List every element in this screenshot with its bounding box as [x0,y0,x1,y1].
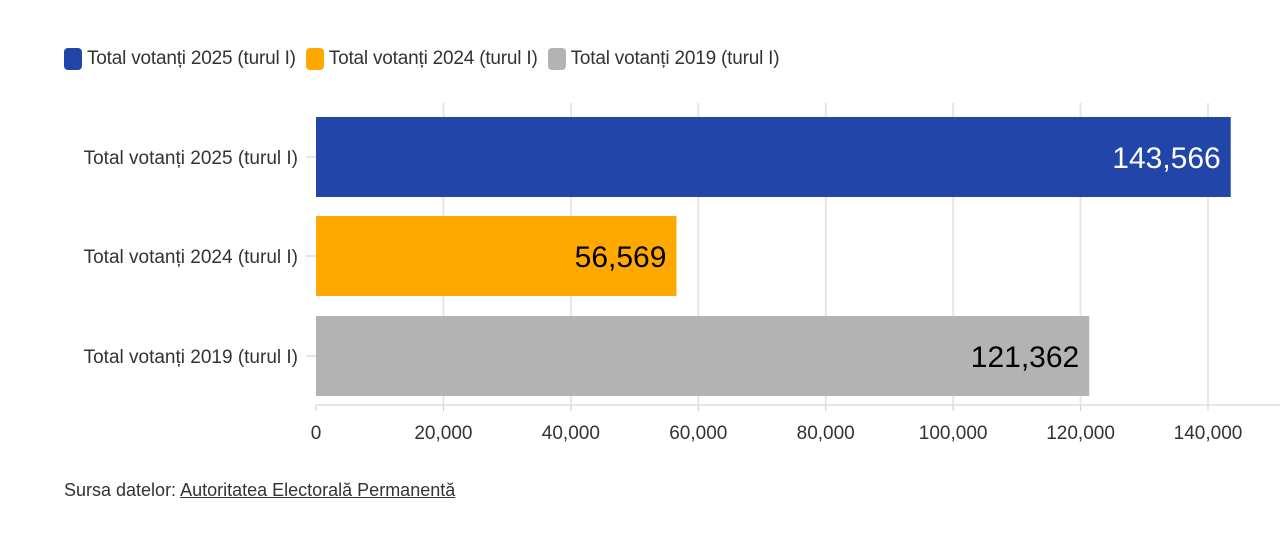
x-tick-label-4: 80,000 [797,423,855,444]
value-label-1: 56,569 [575,241,667,274]
category-label-0: Total votanți 2025 (turul I) [84,148,298,169]
legend-swatch-2024 [305,48,324,70]
x-tick-label-1: 20,000 [414,423,472,444]
bar-2 [316,316,1090,396]
x-tick-label-6: 120,000 [1046,423,1115,444]
legend-label-2024: Total votanți 2024 (turul I) [328,48,538,69]
legend-label-2019: Total votanți 2019 (turul I) [570,48,780,69]
category-label-1: Total votanți 2024 (turul I) [84,247,298,268]
bar-chart: 0 20,000 40,000 60,000 80,000 100,000 120,000 1… [84,103,1280,444]
legend-swatch-2019 [547,48,566,70]
value-label-0: 143,566 [1112,142,1220,175]
legend-item-2025: Total votanți 2025 (turul I) [64,48,296,70]
category-label-2: Total votanți 2019 (turul I) [84,347,298,368]
source-prefix: Sursa datelor: [64,480,181,500]
legend-item-2019: Total votanți 2019 (turul I) [547,48,780,70]
x-tick-label-7: 140,000 [1174,423,1243,444]
x-tick-label-3: 60,000 [669,423,727,444]
legend-label-2025: Total votanți 2025 (turul I) [87,48,296,69]
x-tick-label-2: 40,000 [542,423,600,444]
legend-swatch-2025 [64,48,82,70]
legend-item-2024: Total votanți 2024 (turul I) [305,48,538,70]
value-label-2: 121,362 [971,341,1079,374]
x-tick-label-5: 100,000 [919,423,988,444]
bar-1 [316,216,677,296]
chart-legend: Total votanți 2025 (turul I) Total votan… [64,44,789,74]
source-note: Sursa datelor: Autoritatea Electorală Pe… [64,480,455,501]
bar-0 [316,117,1231,197]
x-tick-label-0: 0 [311,423,322,444]
source-link[interactable]: Autoritatea Electorală Permanentă [180,480,456,500]
